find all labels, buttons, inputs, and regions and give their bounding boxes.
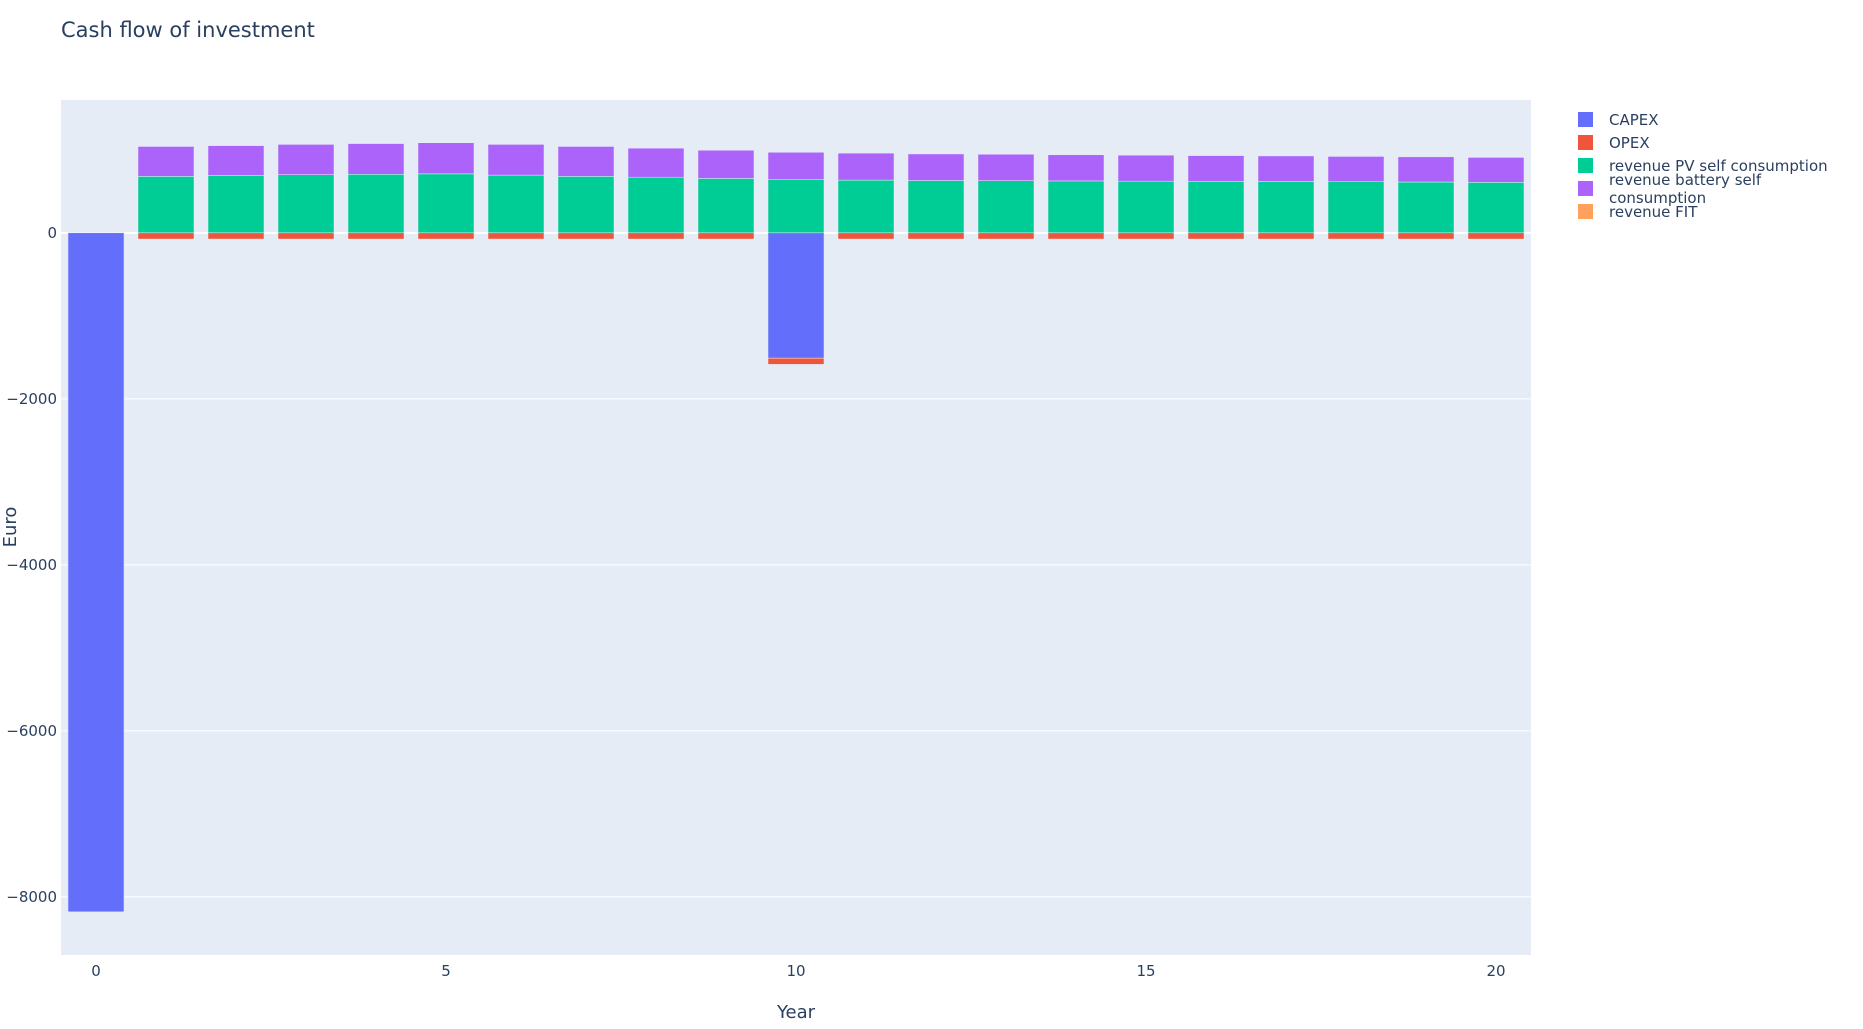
legend-label: OPEX — [1609, 133, 1650, 152]
bar-opex[interactable] — [907, 232, 965, 240]
bar-revenue-battery-self-consumption[interactable] — [977, 154, 1035, 181]
legend-label: revenue FIT — [1609, 202, 1698, 221]
legend-swatch — [1578, 135, 1593, 150]
bar-revenue-pv-self-consumption[interactable] — [977, 180, 1035, 234]
bar-revenue-pv-self-consumption[interactable] — [1047, 180, 1105, 234]
bar-opex[interactable] — [347, 232, 405, 240]
bar-revenue-pv-self-consumption[interactable] — [137, 176, 195, 234]
y-tick-label: −8000 — [6, 888, 57, 906]
bar-capex[interactable] — [67, 232, 125, 913]
y-tick-label: −6000 — [6, 722, 57, 740]
bar-revenue-pv-self-consumption[interactable] — [837, 179, 895, 234]
legend-item-revenue-fit[interactable]: revenue FIT — [1578, 200, 1863, 223]
legend: CAPEX OPEX revenue PV self consumption reve… — [1578, 108, 1863, 223]
bar-opex[interactable] — [627, 232, 685, 240]
x-tick-label: 0 — [91, 962, 101, 980]
bar-revenue-pv-self-consumption[interactable] — [347, 174, 405, 234]
bar-opex[interactable] — [697, 232, 755, 240]
bar-revenue-pv-self-consumption[interactable] — [697, 178, 755, 234]
bar-revenue-battery-self-consumption[interactable] — [207, 145, 265, 176]
bar-revenue-battery-self-consumption[interactable] — [1117, 154, 1175, 182]
bar-revenue-pv-self-consumption[interactable] — [907, 180, 965, 234]
bar-revenue-pv-self-consumption[interactable] — [1257, 181, 1315, 234]
bar-revenue-battery-self-consumption[interactable] — [627, 147, 685, 178]
legend-swatch — [1578, 158, 1593, 173]
bar-revenue-pv-self-consumption[interactable] — [1327, 181, 1385, 234]
bar-revenue-battery-self-consumption[interactable] — [277, 144, 335, 175]
bar-revenue-pv-self-consumption[interactable] — [487, 174, 545, 234]
y-tick-label: −2000 — [6, 390, 57, 408]
bar-revenue-battery-self-consumption[interactable] — [417, 142, 475, 175]
bar-revenue-battery-self-consumption[interactable] — [697, 149, 755, 179]
bar-opex[interactable] — [277, 232, 335, 240]
legend-swatch — [1578, 112, 1593, 127]
bar-opex[interactable] — [1397, 232, 1455, 240]
bar-revenue-battery-self-consumption[interactable] — [767, 152, 825, 180]
x-tick-label: 5 — [441, 962, 451, 980]
bar-revenue-battery-self-consumption[interactable] — [907, 153, 965, 181]
legend-swatch — [1578, 204, 1593, 219]
tick-labels: 0 −2000 −4000 −6000 −8000 0 5 10 15 20 — [6, 224, 1505, 980]
bar-opex[interactable] — [207, 232, 265, 240]
bar-opex[interactable] — [1187, 232, 1245, 240]
legend-label: revenue battery self consumption — [1609, 170, 1762, 207]
bar-opex[interactable] — [977, 232, 1035, 240]
chart-title: Cash flow of investment — [61, 18, 315, 42]
legend-item-capex[interactable]: CAPEX — [1578, 108, 1863, 131]
bar-revenue-battery-self-consumption[interactable] — [1187, 155, 1245, 182]
legend-swatch — [1578, 181, 1593, 196]
legend-item-opex[interactable]: OPEX — [1578, 131, 1863, 154]
bar-revenue-pv-self-consumption[interactable] — [1397, 181, 1455, 234]
x-tick-label: 15 — [1136, 962, 1155, 980]
bar-opex[interactable] — [1257, 232, 1315, 240]
bar-revenue-battery-self-consumption[interactable] — [1397, 156, 1455, 183]
bar-opex[interactable] — [1467, 232, 1525, 240]
bar-revenue-battery-self-consumption[interactable] — [1257, 155, 1315, 182]
x-tick-label: 10 — [786, 962, 805, 980]
bar-opex[interactable] — [487, 232, 545, 240]
legend-label: revenue PV self consumption — [1609, 156, 1828, 175]
bar-revenue-battery-self-consumption[interactable] — [487, 144, 545, 176]
legend-label: CAPEX — [1609, 110, 1659, 129]
bar-revenue-pv-self-consumption[interactable] — [277, 174, 335, 234]
bar-revenue-pv-self-consumption[interactable] — [1187, 181, 1245, 234]
legend-item-revenue-pv-self-consumption[interactable]: revenue PV self consumption — [1578, 154, 1863, 177]
bar-revenue-battery-self-consumption[interactable] — [557, 146, 615, 177]
bar-revenue-battery-self-consumption[interactable] — [137, 146, 195, 177]
bar-opex[interactable] — [1327, 232, 1385, 240]
bar-revenue-battery-self-consumption[interactable] — [1047, 154, 1105, 182]
bar-opex[interactable] — [417, 232, 475, 240]
bar-revenue-battery-self-consumption[interactable] — [347, 143, 405, 175]
bar-revenue-pv-self-consumption[interactable] — [767, 179, 825, 234]
legend-item-revenue-battery-self-consumption[interactable]: revenue battery self consumption — [1578, 171, 1863, 207]
bar-revenue-pv-self-consumption[interactable] — [1117, 180, 1175, 234]
bar-revenue-battery-self-consumption[interactable] — [837, 152, 895, 181]
bar-opex[interactable] — [1117, 232, 1175, 240]
x-axis-title: Year — [776, 1002, 816, 1023]
bar-opex[interactable] — [557, 232, 615, 240]
y-tick-label: 0 — [47, 224, 57, 242]
bar-series — [67, 142, 1525, 913]
y-axis-title: Euro — [0, 507, 21, 548]
bar-opex[interactable] — [137, 232, 195, 240]
bar-revenue-pv-self-consumption[interactable] — [207, 175, 265, 234]
bar-revenue-pv-self-consumption[interactable] — [1467, 182, 1525, 234]
bar-revenue-pv-self-consumption[interactable] — [627, 176, 685, 234]
bar-revenue-pv-self-consumption[interactable] — [417, 173, 475, 234]
bar-revenue-battery-self-consumption[interactable] — [1467, 157, 1525, 183]
bar-revenue-pv-self-consumption[interactable] — [557, 176, 615, 234]
bar-opex[interactable] — [767, 357, 825, 365]
bar-revenue-battery-self-consumption[interactable] — [1327, 156, 1385, 183]
bar-capex[interactable] — [767, 232, 825, 359]
x-tick-label: 20 — [1486, 962, 1505, 980]
bar-opex[interactable] — [837, 232, 895, 240]
y-tick-label: −4000 — [6, 556, 57, 574]
bar-opex[interactable] — [1047, 232, 1105, 240]
